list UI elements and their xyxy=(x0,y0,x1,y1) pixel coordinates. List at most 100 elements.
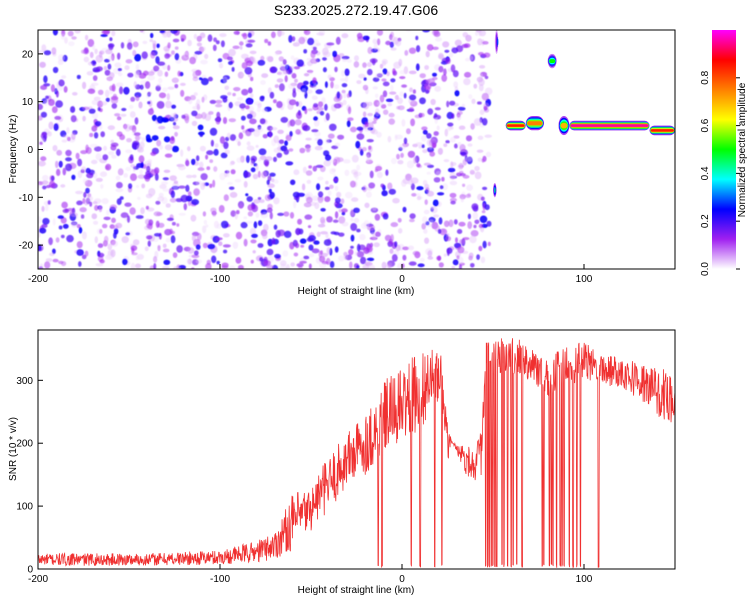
spectrogram-cell xyxy=(76,241,83,249)
spectrogram-cell xyxy=(111,103,118,109)
spectrogram-cell xyxy=(193,188,200,196)
spectrogram-cell xyxy=(229,134,237,141)
spectrogram-cell xyxy=(87,39,95,47)
spectrogram-cell xyxy=(93,171,98,179)
spectrogram-cell xyxy=(191,158,196,166)
spectrogram-cell xyxy=(243,216,248,220)
spectrogram-cell xyxy=(304,214,313,220)
spectrogram-cell xyxy=(316,183,321,191)
spectrogram-cell xyxy=(207,34,213,42)
spectrogram-cell xyxy=(388,188,396,195)
spectrogram-cell xyxy=(293,169,300,176)
spectrogram-cell xyxy=(136,144,143,152)
spectrogram-cell xyxy=(382,81,390,87)
spectrogram-cell xyxy=(294,119,302,126)
spectrogram-cell xyxy=(257,243,264,248)
spectrogram-cell xyxy=(110,144,117,151)
spectrogram-cell xyxy=(165,203,171,208)
spectrogram-cell xyxy=(163,169,171,173)
spectrogram-cell xyxy=(245,220,253,224)
spectrogram-cell xyxy=(183,203,187,211)
spectrogram-cell xyxy=(345,75,349,83)
spectrogram-cell xyxy=(296,59,305,67)
spectrogram-cell xyxy=(135,63,140,71)
spectrogram-cell xyxy=(276,152,283,158)
spectrogram-cell xyxy=(317,223,326,228)
spectrogram-cell xyxy=(469,56,473,61)
spectrogram-cell xyxy=(445,233,450,237)
spectrogram-cell xyxy=(308,69,313,75)
spectrogram-cell xyxy=(197,124,204,131)
spectrogram-cell xyxy=(109,37,113,42)
spectrogram-cell xyxy=(258,148,267,156)
spectrogram-features xyxy=(493,30,675,198)
spectrogram-x-axis-title: Height of straight line (km) xyxy=(298,286,415,297)
spectrogram-cell xyxy=(184,115,190,124)
spectrogram-feature xyxy=(506,124,525,127)
spectrogram-cell xyxy=(276,78,284,83)
spectrogram-cell xyxy=(273,135,280,144)
spectrogram-x-tick-label: 100 xyxy=(576,274,593,285)
spectrogram-cell xyxy=(235,257,242,264)
spectrogram-cell xyxy=(447,167,456,173)
spectrogram-cell xyxy=(323,159,332,167)
spectrogram-cell xyxy=(426,133,432,139)
spectrogram-cell xyxy=(288,148,294,152)
spectrogram-cell xyxy=(120,212,129,219)
spectrogram-cell xyxy=(202,182,206,187)
spectrogram-cell xyxy=(325,154,332,161)
spectrogram-cell xyxy=(349,261,353,269)
spectrogram-cell xyxy=(274,84,279,88)
spectrogram-cell xyxy=(137,196,141,200)
spectrogram-cell xyxy=(165,100,172,109)
spectrogram-cell xyxy=(75,152,80,160)
spectrogram-cell xyxy=(474,171,482,180)
spectrogram-cell xyxy=(171,50,175,55)
spectrogram-cell xyxy=(255,212,260,218)
spectrogram-cell xyxy=(396,153,400,160)
spectrogram-cell xyxy=(342,159,351,164)
spectrogram-cell xyxy=(215,99,223,104)
spectrogram-cell xyxy=(52,145,58,152)
spectrogram-cell xyxy=(90,159,98,165)
spectrogram-cell xyxy=(156,83,162,88)
spectrogram-cell xyxy=(180,34,187,41)
spectrogram-cell xyxy=(247,39,256,43)
spectrogram-cell xyxy=(141,51,148,59)
spectrogram-cell xyxy=(192,174,197,178)
spectrogram-cell xyxy=(110,249,116,258)
spectrogram-cell xyxy=(193,92,198,96)
snr-y-tick-label: 300 xyxy=(16,376,33,387)
spectrogram-cell xyxy=(411,193,417,197)
spectrogram-cell xyxy=(392,68,396,75)
spectrogram-cell xyxy=(82,106,90,111)
spectrogram-cell xyxy=(215,117,221,125)
spectrogram-cell xyxy=(81,166,87,171)
spectrogram-cell xyxy=(437,192,445,196)
spectrogram-cell xyxy=(433,177,441,183)
spectrogram-cell xyxy=(341,208,348,213)
spectrogram-cell xyxy=(187,146,191,152)
spectrogram-cell xyxy=(103,235,109,243)
spectrogram-cell xyxy=(196,35,202,42)
spectrogram-cell xyxy=(458,221,466,227)
spectrogram-cell xyxy=(329,159,336,163)
spectrogram-cell xyxy=(52,218,56,226)
spectrogram-cell xyxy=(260,55,265,62)
spectrogram-cell xyxy=(228,61,233,65)
spectrogram-cell xyxy=(311,248,320,254)
colorbar-tick-label: 0.2 xyxy=(700,214,711,228)
spectrogram-cell xyxy=(366,119,373,123)
spectrogram-cell xyxy=(468,94,473,100)
spectrogram-cell xyxy=(456,113,462,121)
spectrogram-cell xyxy=(482,41,489,45)
spectrogram-cell xyxy=(155,220,160,228)
spectrogram-cell xyxy=(230,169,236,175)
spectrogram-cell xyxy=(192,71,199,79)
spectrogram-cell xyxy=(408,261,417,266)
spectrogram-cell xyxy=(298,36,306,45)
spectrogram-y-axis: 20 10 0 -10 -20 xyxy=(19,49,43,252)
spectrogram-cell xyxy=(248,87,253,94)
spectrogram-cell xyxy=(303,255,310,260)
spectrogram-cell xyxy=(312,77,317,84)
